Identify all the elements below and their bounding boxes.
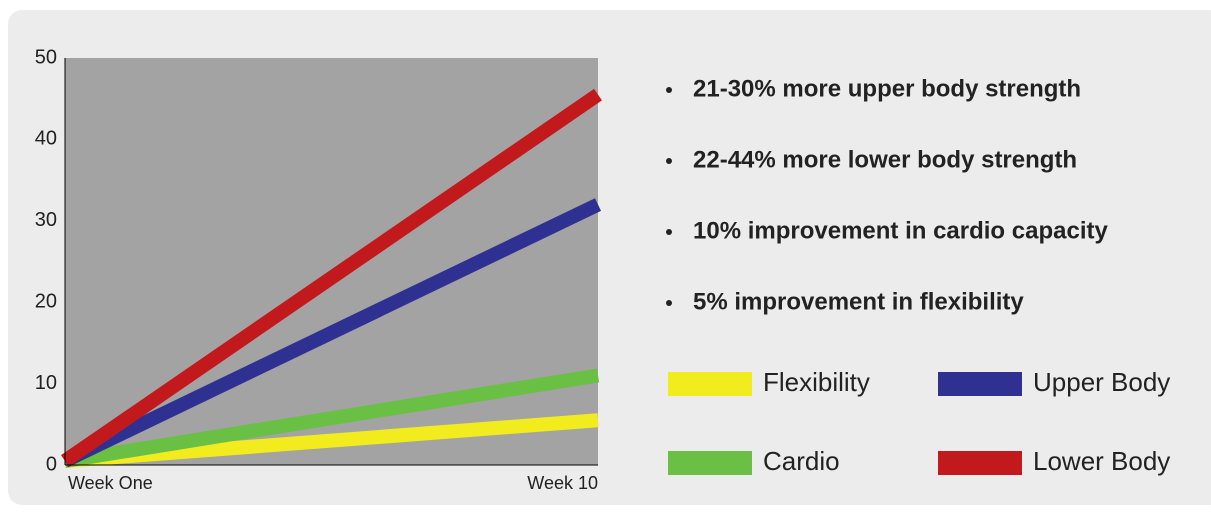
- bullet: [666, 158, 672, 164]
- annotation: 22-44% more lower body strength: [693, 146, 1077, 173]
- legend-swatch: [668, 451, 752, 475]
- legend-swatch: [938, 372, 1022, 396]
- bullet: [666, 229, 672, 235]
- y-tick-label: 40: [35, 128, 57, 150]
- series-line: [61, 88, 602, 467]
- annotation: 21-30% more upper body strength: [693, 75, 1081, 102]
- legend-label: Flexibility: [763, 367, 870, 397]
- y-tick-label: 0: [46, 453, 57, 475]
- legend-swatch: [668, 372, 752, 396]
- y-tick-label: 20: [35, 290, 57, 312]
- legend-label: Cardio: [763, 446, 840, 476]
- bullet: [666, 300, 672, 306]
- legend-swatch: [938, 451, 1022, 475]
- series-line: [63, 368, 600, 468]
- bullet: [666, 87, 672, 93]
- legend-label: Upper Body: [1033, 367, 1170, 397]
- y-tick-label: 10: [35, 372, 57, 394]
- x-tick-label: Week 10: [527, 473, 598, 493]
- series-line: [64, 413, 599, 468]
- y-tick-label: 30: [35, 209, 57, 231]
- y-tick-label: 50: [35, 46, 57, 68]
- legend-label: Lower Body: [1033, 446, 1170, 476]
- annotation: 5% improvement in flexibility: [693, 288, 1024, 315]
- annotation: 10% improvement in cardio capacity: [693, 217, 1108, 244]
- series-line: [61, 198, 602, 468]
- x-tick-label: Week One: [68, 473, 153, 493]
